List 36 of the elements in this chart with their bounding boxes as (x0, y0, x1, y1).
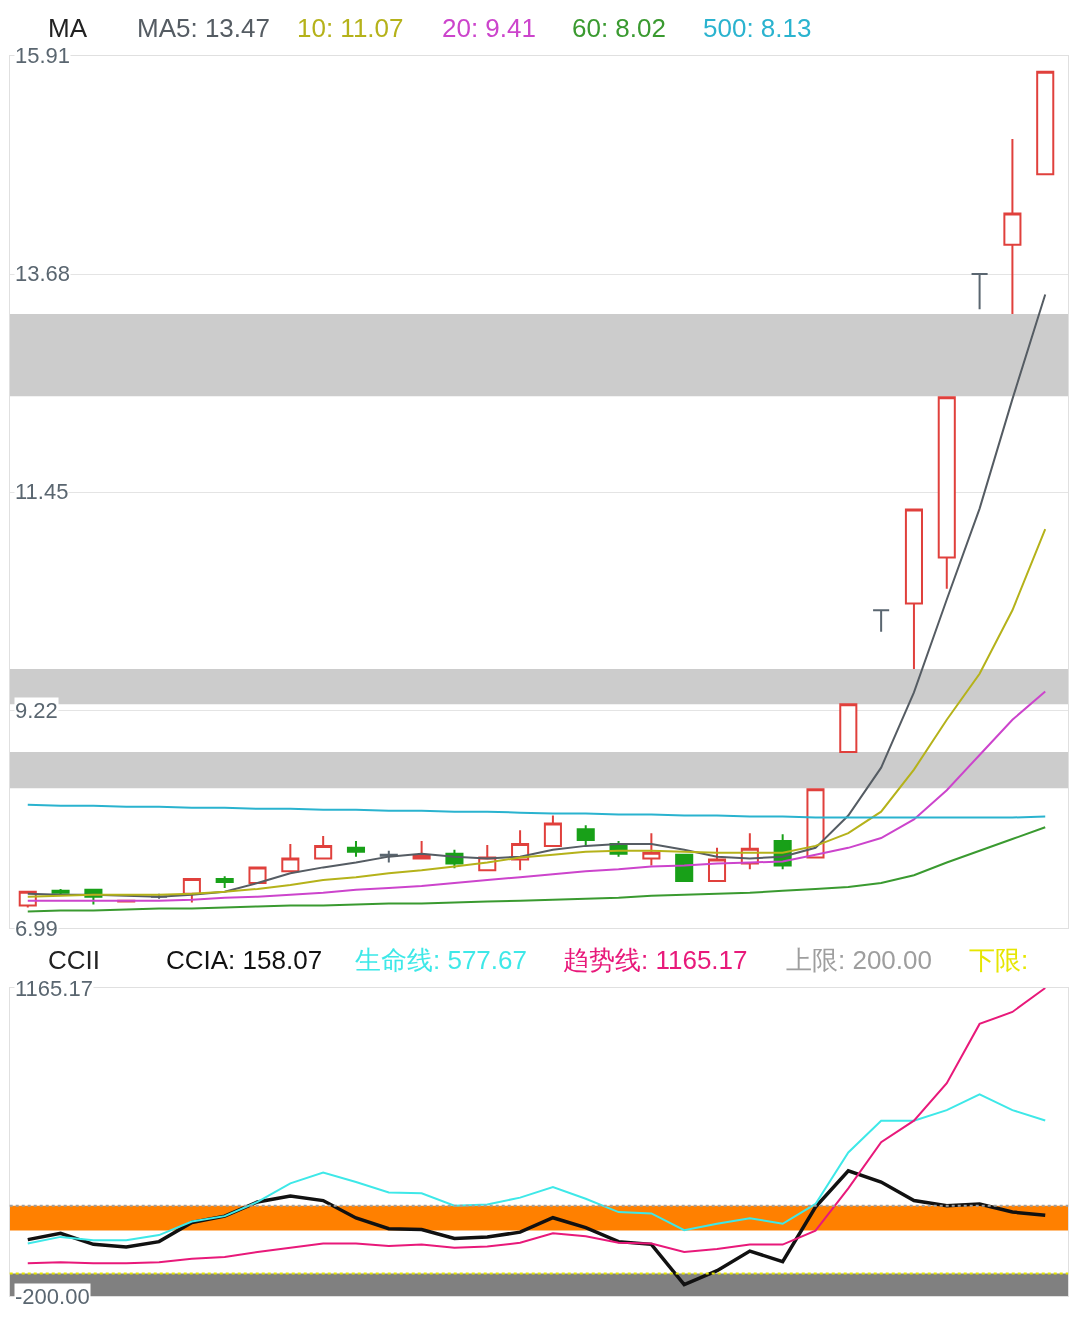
line-series (26, 803, 1047, 819)
ref-line-label: 下限: (969, 945, 1029, 975)
y-tick-label: 15.91 (15, 43, 71, 68)
candlestick (576, 824, 595, 847)
chart-title: MA (48, 13, 88, 43)
text: CCIA: 158.07 (166, 945, 323, 975)
text: 生命线: 577.67 (355, 945, 527, 975)
candlestick (215, 875, 234, 889)
y-tick-label: 13.68 (15, 261, 71, 286)
text: 60: 8.02 (572, 13, 666, 43)
candlestick (642, 832, 661, 867)
line-series (26, 826, 1047, 913)
y-tick-label: 11.45 (15, 479, 69, 504)
y-tick-label: 1165.17 (15, 976, 93, 1001)
text: 20: 9.41 (442, 13, 536, 43)
text: 500: 8.13 (703, 13, 812, 43)
candlestick (314, 835, 333, 860)
line-series (26, 1093, 1047, 1245)
candlestick (346, 840, 366, 858)
candlestick (970, 273, 989, 311)
candlestick (872, 609, 891, 633)
candlestick (839, 703, 858, 754)
candlestick (1036, 70, 1055, 176)
candlestick (904, 508, 923, 670)
chart-title: CCII (48, 945, 100, 975)
text: 趋势线: 1165.17 (563, 945, 748, 975)
candlestick (543, 814, 562, 847)
y-tick-label: -200.00 (15, 1284, 90, 1309)
y-tick-label: 6.99 (15, 916, 58, 941)
candlestick (1003, 138, 1022, 316)
candlestick (281, 842, 300, 873)
text: MA5: 13.47 (137, 13, 270, 43)
y-tick-label: 9.22 (15, 698, 58, 723)
candlestick (937, 396, 956, 590)
ref-line-label: 上限: 200.00 (786, 945, 932, 975)
text: 10: 11.07 (297, 13, 404, 43)
